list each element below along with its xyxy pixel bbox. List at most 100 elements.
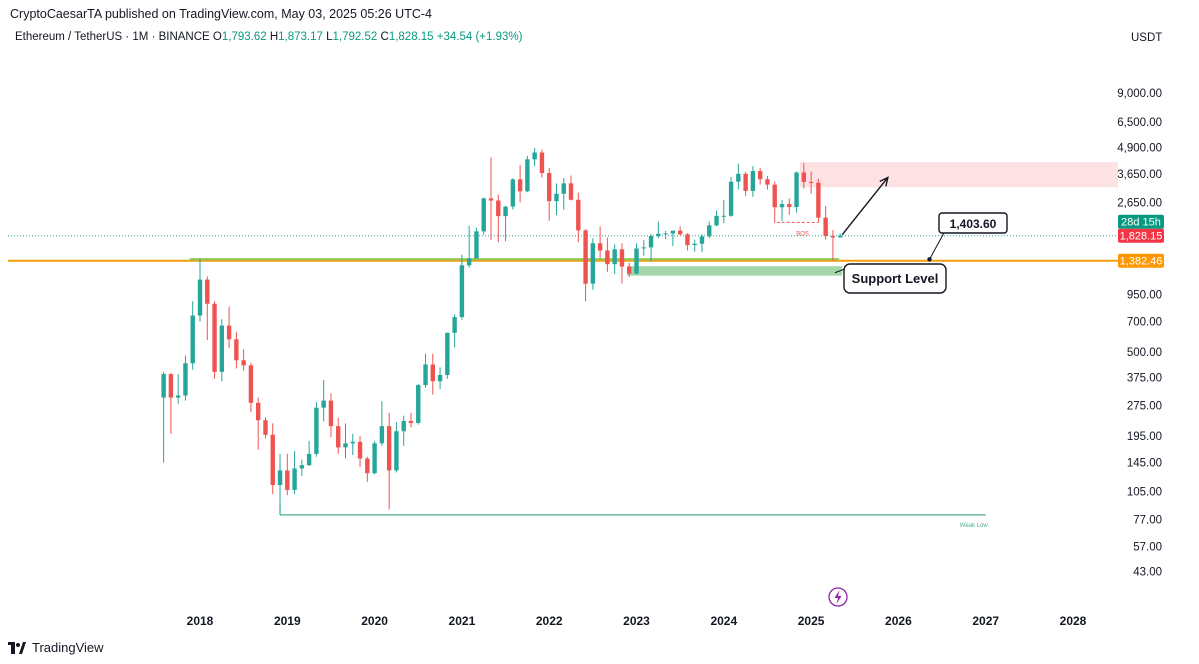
candle-body[interactable]	[707, 225, 712, 237]
candle-body[interactable]	[343, 443, 348, 448]
price-badge[interactable]	[1118, 228, 1164, 243]
candle-body[interactable]	[212, 303, 217, 372]
candle-body[interactable]	[408, 420, 414, 423]
candle-body[interactable]	[808, 181, 814, 183]
candle-body[interactable]	[728, 181, 734, 216]
currency-label[interactable]: USDT	[1131, 32, 1163, 44]
candle-body[interactable]	[452, 317, 457, 333]
resistance-zone[interactable]	[799, 162, 1118, 188]
candle-body[interactable]	[205, 279, 210, 304]
candle-body[interactable]	[183, 363, 188, 396]
candle-body[interactable]	[547, 173, 552, 202]
candle-body[interactable]	[386, 426, 392, 471]
candle-body[interactable]	[823, 217, 828, 237]
candle-body[interactable]	[321, 400, 326, 408]
candle-body[interactable]	[743, 173, 748, 191]
candle-body[interactable]	[496, 200, 501, 217]
candle-body[interactable]	[168, 374, 174, 398]
candle-body[interactable]	[634, 248, 639, 274]
candle-body[interactable]	[219, 325, 225, 372]
candle-body[interactable]	[590, 243, 596, 284]
candle-body[interactable]	[561, 183, 566, 194]
candle-body[interactable]	[838, 235, 843, 238]
candle-body[interactable]	[597, 243, 603, 251]
candle-body[interactable]	[226, 325, 232, 340]
candle-body[interactable]	[277, 470, 283, 486]
candle-body[interactable]	[336, 426, 341, 448]
candle-body[interactable]	[314, 407, 319, 454]
candle-body[interactable]	[721, 215, 726, 217]
candle-body[interactable]	[437, 374, 443, 382]
candle-body[interactable]	[299, 465, 305, 469]
candle-body[interactable]	[292, 468, 297, 490]
candle-body[interactable]	[379, 426, 385, 444]
candle-body[interactable]	[648, 236, 654, 248]
candle-body[interactable]	[750, 171, 756, 191]
candle-body[interactable]	[445, 332, 450, 375]
candle-body[interactable]	[474, 231, 479, 259]
candle-body[interactable]	[583, 230, 588, 284]
candle-body[interactable]	[685, 234, 690, 246]
lightning-icon-ring[interactable]	[828, 587, 848, 607]
candle-body[interactable]	[175, 395, 181, 398]
candle-body[interactable]	[466, 258, 472, 266]
price-badge[interactable]	[1118, 214, 1164, 229]
candle-body[interactable]	[517, 179, 523, 192]
candle-body[interactable]	[372, 443, 377, 474]
candle-body[interactable]	[503, 206, 508, 217]
candle-body[interactable]	[190, 315, 195, 364]
candle-body[interactable]	[692, 243, 697, 246]
candle-body[interactable]	[234, 339, 239, 361]
candle-body[interactable]	[161, 374, 166, 398]
candle-body[interactable]	[401, 420, 406, 432]
candle-body[interactable]	[285, 470, 290, 490]
candle-body[interactable]	[736, 173, 741, 182]
candle-body[interactable]	[605, 250, 610, 265]
candle-body[interactable]	[197, 279, 203, 316]
candle-body[interactable]	[656, 233, 661, 237]
candle-body[interactable]	[510, 179, 516, 207]
candle-body[interactable]	[765, 179, 770, 185]
candle-body[interactable]	[677, 230, 683, 235]
candle-body[interactable]	[757, 171, 763, 180]
candle-body[interactable]	[248, 365, 254, 403]
candle-body[interactable]	[714, 215, 719, 226]
candle-body[interactable]	[641, 247, 646, 249]
projection-arrow[interactable]	[841, 177, 889, 236]
candle-body[interactable]	[554, 193, 559, 202]
candle-body[interactable]	[430, 364, 435, 382]
price-badge[interactable]	[1118, 253, 1164, 268]
candle-body[interactable]	[627, 266, 632, 274]
candle-body[interactable]	[779, 204, 785, 208]
candle-body[interactable]	[256, 402, 261, 421]
candle-body[interactable]	[488, 198, 494, 201]
candle-body[interactable]	[365, 458, 370, 474]
candle-body[interactable]	[830, 236, 836, 238]
candle-body[interactable]	[459, 265, 465, 318]
candle-body[interactable]	[619, 249, 625, 267]
candle-body[interactable]	[772, 184, 777, 208]
candle-body[interactable]	[416, 385, 421, 423]
candle-body[interactable]	[794, 172, 799, 208]
candle-body[interactable]	[270, 434, 275, 486]
candle-body[interactable]	[357, 441, 363, 459]
support-zone[interactable]	[627, 266, 843, 276]
candle-body[interactable]	[816, 182, 821, 218]
candle-body[interactable]	[306, 453, 312, 466]
candle-body[interactable]	[481, 198, 486, 232]
candle-body[interactable]	[612, 249, 617, 265]
candle-body[interactable]	[670, 230, 676, 234]
candle-body[interactable]	[568, 183, 574, 200]
candle-body[interactable]	[532, 152, 537, 160]
candle-body[interactable]	[525, 159, 530, 192]
symbol-name[interactable]: Ethereum / TetherUS · 1M · BINANCE	[15, 31, 210, 43]
candle-body[interactable]	[263, 420, 268, 435]
candle-body[interactable]	[328, 400, 334, 427]
candle-body[interactable]	[350, 441, 355, 444]
candle-body[interactable]	[423, 364, 428, 386]
tradingview-logo[interactable]: TradingView	[8, 640, 104, 655]
candle-body[interactable]	[394, 431, 399, 471]
candle-body[interactable]	[576, 199, 581, 231]
target-callout-box[interactable]	[938, 212, 1008, 234]
